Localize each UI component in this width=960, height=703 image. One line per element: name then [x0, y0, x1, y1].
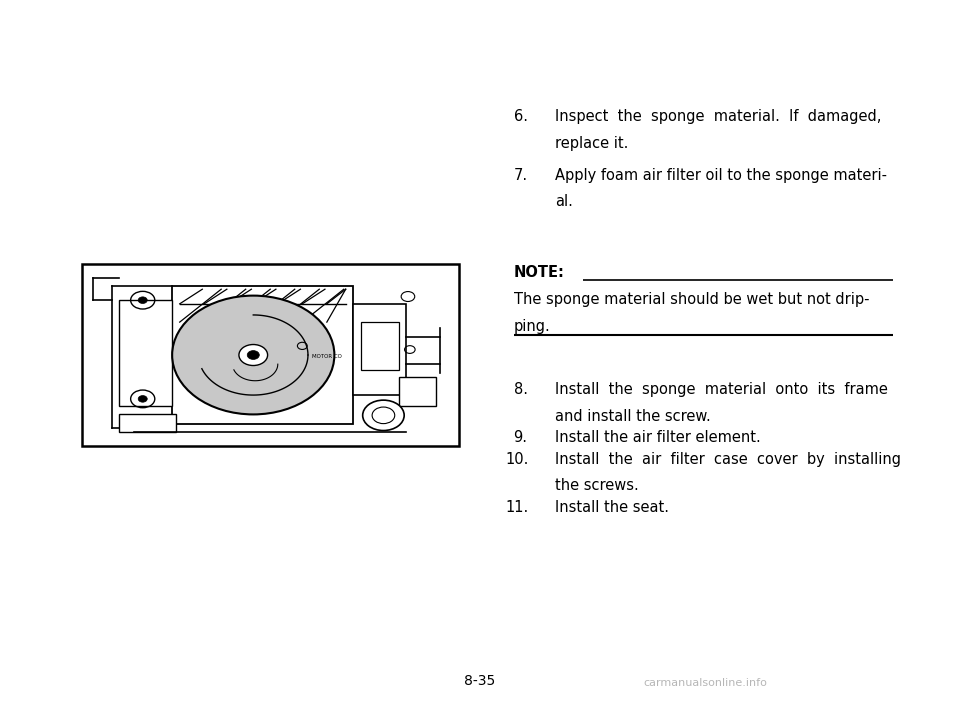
Text: Inspect  the  sponge  material.  If  damaged,: Inspect the sponge material. If damaged, [555, 109, 881, 124]
Text: Install  the  air  filter  case  cover  by  installing: Install the air filter case cover by ins… [555, 452, 900, 467]
Circle shape [239, 344, 268, 366]
Circle shape [138, 396, 147, 402]
Circle shape [172, 296, 334, 414]
Text: al.: al. [555, 195, 573, 209]
Text: and install the screw.: and install the screw. [555, 409, 710, 424]
Bar [172, 285, 353, 425]
Text: 11.: 11. [506, 500, 529, 515]
Text: carmanualsonline.info: carmanualsonline.info [643, 678, 768, 688]
Bar [398, 377, 436, 406]
Text: 10.: 10. [506, 452, 529, 467]
Bar [82, 264, 459, 446]
Circle shape [138, 297, 147, 304]
Text: 6.: 6. [514, 109, 528, 124]
Text: Install  the  sponge  material  onto  its  frame: Install the sponge material onto its fra… [555, 382, 888, 397]
Bar [119, 300, 172, 406]
Text: NOTE:: NOTE: [514, 266, 564, 280]
Circle shape [248, 351, 259, 359]
Bar [119, 413, 176, 432]
Text: Apply foam air filter oil to the sponge materi-: Apply foam air filter oil to the sponge … [555, 168, 887, 183]
Bar [361, 322, 398, 370]
Text: 8-35: 8-35 [465, 673, 495, 688]
Bar [353, 304, 406, 395]
Text: MOTOR CO: MOTOR CO [312, 354, 342, 359]
Text: 7.: 7. [514, 168, 528, 183]
Text: 8.: 8. [514, 382, 528, 397]
Circle shape [363, 400, 404, 430]
Text: The sponge material should be wet but not drip-: The sponge material should be wet but no… [514, 292, 869, 307]
Text: Install the seat.: Install the seat. [555, 500, 669, 515]
Text: Install the air filter element.: Install the air filter element. [555, 430, 760, 446]
Text: 9.: 9. [514, 430, 528, 446]
Text: the screws.: the screws. [555, 479, 638, 494]
Text: ping.: ping. [514, 319, 550, 334]
Text: replace it.: replace it. [555, 136, 628, 150]
